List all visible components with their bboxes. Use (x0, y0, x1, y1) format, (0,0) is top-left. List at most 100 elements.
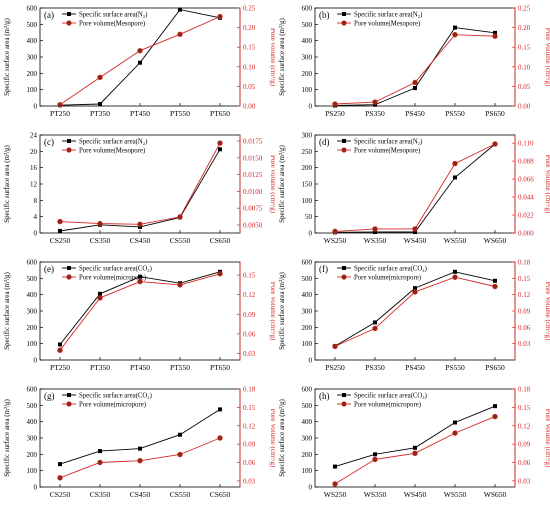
legend-label: Pore volume(micropore) (354, 402, 421, 409)
legend-label: Pore volume(micropore) (79, 275, 146, 282)
surface-area-point (218, 147, 222, 152)
right-tick-label: 0.09 (518, 441, 531, 449)
surface-area-line (334, 405, 496, 468)
left-tick-label: 200 (302, 451, 313, 459)
right-tick-label: 0.000 (518, 230, 534, 238)
legend-label: Specific surface area(N₂) (354, 12, 422, 19)
left-tick-label: 200 (27, 324, 38, 332)
left-tick-label: 100 (302, 86, 313, 94)
y-axis-label: Specific surface area (m²/g) (278, 398, 286, 476)
left-tick-label: 0 (309, 230, 313, 238)
left-tick-label: 400 (27, 37, 38, 45)
x-tick-label: PT650 (210, 109, 230, 118)
left-tick-label: 400 (302, 37, 313, 45)
pore-volume-point (97, 295, 103, 301)
left-tick-label: 600 (27, 5, 38, 13)
left-tick-label: 100 (27, 340, 38, 348)
y-axis-right-label: Pore Volume (cm³/g) (544, 409, 550, 468)
surface-area-point (413, 286, 417, 291)
right-tick-label: 0.06 (518, 459, 531, 467)
right-tick-label: 0.20 (243, 24, 256, 32)
left-tick-label: 300 (302, 435, 313, 443)
legend-circle-marker (66, 20, 72, 26)
left-tick-label: 500 (302, 275, 313, 283)
pore-volume-point (492, 413, 498, 420)
right-tick-label: 0.12 (518, 422, 531, 430)
pore-volume-point (332, 343, 338, 350)
left-tick-label: 400 (302, 418, 313, 426)
left-tick-label: 4 (34, 213, 38, 221)
x-tick-label: PS350 (365, 363, 385, 372)
left-tick-label: 0 (34, 230, 38, 238)
surface-area-point (178, 432, 182, 437)
left-tick-label: 500 (27, 402, 38, 410)
surface-area-point (453, 269, 457, 274)
legend-label: Specific surface area(CO₂) (79, 393, 152, 400)
y-axis-label: Specific surface area (m²/g) (3, 17, 11, 95)
right-tick-label: 0.00 (243, 103, 256, 111)
right-tick-label: 0.15 (518, 404, 531, 412)
surface-area-point (58, 342, 62, 347)
left-tick-label: 50 (305, 213, 313, 221)
x-tick-label: WS550 (444, 490, 467, 499)
surface-area-point (413, 445, 417, 450)
x-tick-label: PT250 (50, 363, 70, 372)
surface-area-line (59, 149, 221, 232)
surface-area-point (373, 320, 377, 325)
pore-volume-point (372, 325, 378, 332)
x-tick-label: PT350 (90, 109, 110, 118)
x-tick-label: PS550 (445, 109, 465, 118)
pore-volume-point (177, 214, 183, 220)
x-tick-label: WS550 (444, 236, 467, 245)
surface-area-point (98, 102, 102, 107)
y-axis-right-label: Pore volume (cm³/g) (269, 28, 275, 87)
surface-area-point (58, 228, 62, 233)
left-tick-label: 300 (27, 54, 38, 62)
surface-area-point (453, 25, 457, 30)
x-tick-label: CS650 (210, 490, 231, 499)
right-tick-label: 0.18 (243, 386, 256, 394)
left-tick-label: 600 (302, 259, 313, 267)
y-axis-right-label: Pore Volume (cm³/g) (269, 409, 275, 468)
legend-label: Pore volume(Mesopore) (79, 21, 145, 28)
left-tick-label: 250 (302, 148, 313, 156)
pore-volume-point (452, 31, 458, 38)
y-axis-label: Specific surface area (m²/g) (278, 144, 286, 222)
surface-area-point (413, 86, 417, 91)
right-tick-label: 0.088 (518, 158, 534, 166)
pore-volume-point (217, 13, 223, 20)
right-tick-label: 0.0100 (243, 188, 263, 196)
left-tick-label: 600 (302, 5, 313, 13)
pore-volume-point (332, 481, 338, 487)
x-tick-label: CS550 (170, 236, 191, 245)
pore-volume-point (137, 457, 143, 464)
right-tick-label: 0.15 (243, 44, 256, 52)
x-tick-label: CS450 (130, 490, 151, 499)
right-tick-label: 0.25 (518, 5, 531, 13)
left-tick-label: 0 (309, 103, 313, 111)
surface-area-point (453, 420, 457, 425)
right-tick-label: 0.12 (243, 291, 256, 299)
x-tick-label: PS250 (325, 363, 345, 372)
left-tick-label: 300 (302, 308, 313, 316)
right-tick-label: 0.00 (518, 103, 531, 111)
legend-label: Pore volume(Mesopore) (354, 148, 420, 155)
right-tick-label: 0.15 (243, 272, 256, 280)
left-tick-label: 0 (309, 484, 313, 492)
x-tick-label: WS650 (484, 490, 507, 499)
x-tick-label: WS250 (324, 490, 347, 499)
left-tick-label: 300 (27, 435, 38, 443)
x-tick-label: WS450 (404, 490, 427, 499)
pore-volume-point (412, 450, 418, 457)
pore-volume-point (492, 141, 498, 147)
y-axis-label: Specific surface area (m²/g) (278, 271, 286, 349)
y-axis-right-label: Pore Volume (cm³/g) (544, 155, 550, 214)
right-tick-label: 0.18 (518, 259, 531, 267)
pore-volume-point (332, 228, 338, 235)
left-tick-label: 0 (309, 357, 313, 365)
pore-volume-line (59, 273, 221, 351)
right-tick-label: 0.05 (518, 83, 531, 91)
legend-square-marker (342, 266, 346, 270)
left-tick-label: 500 (27, 275, 38, 283)
legend-square-marker (67, 12, 71, 16)
